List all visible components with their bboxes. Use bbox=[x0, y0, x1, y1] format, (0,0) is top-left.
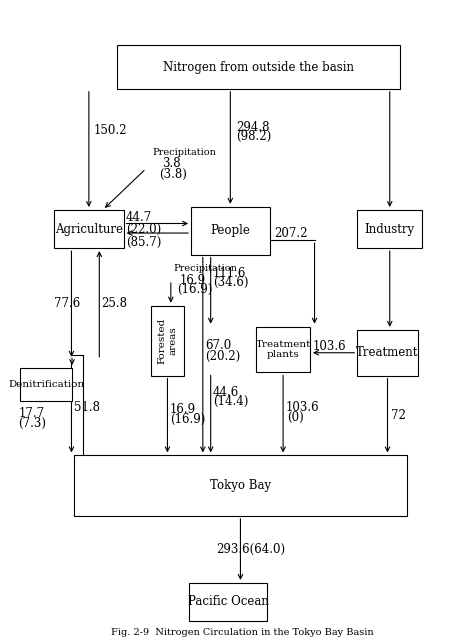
Text: 16.9: 16.9 bbox=[170, 403, 196, 415]
Text: 67.0: 67.0 bbox=[205, 339, 231, 352]
Text: (14.4): (14.4) bbox=[213, 395, 248, 408]
Text: (7.3): (7.3) bbox=[18, 417, 46, 430]
Bar bbox=[357, 210, 423, 248]
Text: 77.6: 77.6 bbox=[54, 298, 80, 311]
Text: Agriculture: Agriculture bbox=[55, 222, 123, 235]
Text: (85.7): (85.7) bbox=[126, 236, 161, 249]
Text: Industry: Industry bbox=[365, 222, 415, 235]
Text: 51.8: 51.8 bbox=[74, 401, 100, 414]
Bar bbox=[150, 305, 184, 376]
Text: 294.8: 294.8 bbox=[236, 121, 269, 134]
Text: Precipitation: Precipitation bbox=[173, 264, 237, 273]
Text: Forested
areas: Forested areas bbox=[158, 318, 177, 364]
Text: People: People bbox=[211, 224, 250, 237]
Bar bbox=[117, 46, 400, 89]
Text: 207.2: 207.2 bbox=[274, 228, 308, 240]
Text: Pacific Ocean: Pacific Ocean bbox=[188, 595, 268, 608]
Text: 72: 72 bbox=[391, 409, 406, 422]
Text: (0): (0) bbox=[288, 412, 305, 424]
Text: Treatment: Treatment bbox=[356, 346, 419, 359]
Text: (3.8): (3.8) bbox=[160, 168, 188, 181]
Bar bbox=[189, 583, 267, 621]
Text: 150.2: 150.2 bbox=[94, 123, 127, 137]
Bar bbox=[74, 455, 407, 516]
Bar bbox=[256, 327, 310, 372]
Text: 293.6(64.0): 293.6(64.0) bbox=[216, 543, 285, 556]
Text: Precipitation: Precipitation bbox=[153, 148, 217, 157]
Text: Tokyo Bay: Tokyo Bay bbox=[210, 479, 271, 492]
Text: Nitrogen from outside the basin: Nitrogen from outside the basin bbox=[163, 60, 354, 74]
Text: Treatment
plants: Treatment plants bbox=[255, 340, 311, 359]
Text: 25.8: 25.8 bbox=[102, 298, 127, 311]
Text: Denitrification: Denitrification bbox=[8, 380, 84, 389]
Text: 111.6: 111.6 bbox=[213, 267, 246, 280]
Text: Fig. 2-9  Nitrogen Circulation in the Tokyo Bay Basin: Fig. 2-9 Nitrogen Circulation in the Tok… bbox=[111, 628, 374, 637]
Bar bbox=[54, 210, 124, 248]
Text: 103.6: 103.6 bbox=[312, 340, 346, 353]
Text: 17.7: 17.7 bbox=[18, 408, 44, 421]
Text: (16.9): (16.9) bbox=[178, 283, 213, 296]
Bar bbox=[191, 207, 270, 255]
Text: 44.7: 44.7 bbox=[126, 211, 152, 224]
Text: (34.6): (34.6) bbox=[213, 276, 249, 289]
Text: (98.2): (98.2) bbox=[236, 130, 271, 143]
Text: 16.9: 16.9 bbox=[180, 273, 206, 287]
Text: 103.6: 103.6 bbox=[285, 401, 319, 414]
Text: 44.6: 44.6 bbox=[213, 386, 239, 399]
Bar bbox=[20, 368, 72, 401]
Bar bbox=[357, 330, 418, 376]
Text: (22.0): (22.0) bbox=[126, 223, 161, 237]
Text: (16.9): (16.9) bbox=[170, 413, 205, 426]
Text: 3.8: 3.8 bbox=[162, 157, 180, 170]
Text: (20.2): (20.2) bbox=[205, 350, 240, 363]
